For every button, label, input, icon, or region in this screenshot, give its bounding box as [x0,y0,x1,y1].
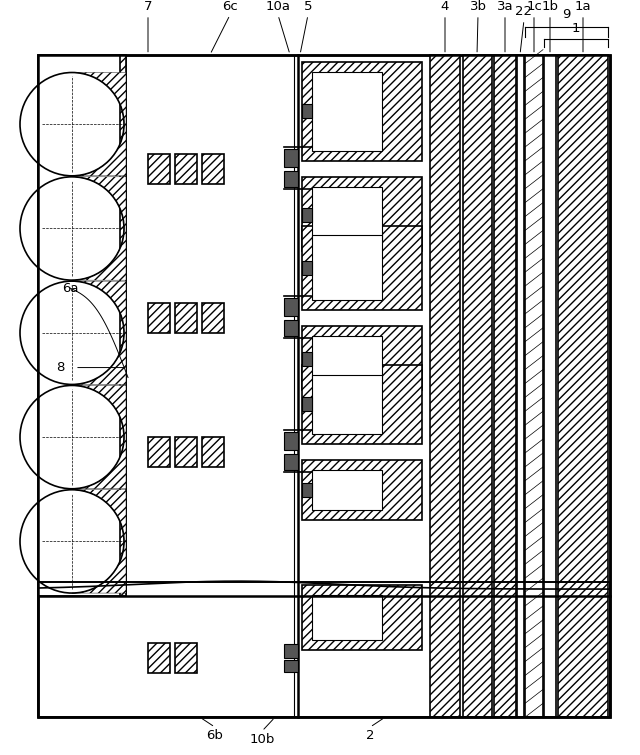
Polygon shape [72,177,126,280]
Bar [312,595,382,639]
Text: 10a: 10a [266,1,291,14]
Bar [302,177,422,251]
Bar [302,482,312,497]
Bar [312,374,382,434]
Bar [148,154,170,183]
Text: 4: 4 [441,1,449,14]
Text: 1: 1 [572,23,580,35]
Bar [175,154,197,183]
Bar [38,54,126,596]
Bar [148,437,170,467]
Bar [284,320,298,336]
Text: 7: 7 [144,1,152,14]
Bar [494,54,516,717]
Polygon shape [72,386,126,488]
Text: 9: 9 [562,8,570,21]
Bar [148,303,170,333]
Bar [202,437,224,467]
Bar [312,236,382,300]
Bar [302,261,312,275]
Bar [284,149,298,167]
Text: 1c: 1c [526,1,542,14]
Bar [430,54,460,717]
Bar [302,585,422,650]
Bar [202,154,224,183]
Text: 6c: 6c [222,1,238,14]
Text: 8: 8 [56,361,64,374]
Bar [175,303,197,333]
Text: 6b: 6b [207,729,223,741]
Bar [302,208,312,221]
Polygon shape [72,281,126,384]
Bar [302,104,312,119]
Bar [302,62,422,161]
Bar [284,432,298,450]
Bar [463,54,492,717]
Text: 10b: 10b [250,732,275,746]
Bar [302,397,312,411]
Bar [312,186,382,242]
Text: 3a: 3a [497,1,513,14]
Bar [312,72,382,151]
Bar [284,660,298,671]
Bar [302,326,422,390]
Bar [312,470,382,510]
Text: 22: 22 [515,5,532,18]
Bar [302,226,422,310]
Bar [38,54,610,717]
Bar [175,643,197,673]
Bar [302,352,312,365]
Bar [38,582,610,717]
Bar [312,336,382,381]
Text: 5: 5 [304,1,312,14]
Bar [544,54,556,717]
Text: 1b: 1b [541,1,559,14]
Text: 2: 2 [365,729,374,741]
Bar [120,54,126,596]
Bar [284,171,298,186]
Bar [284,644,298,658]
Bar [302,365,422,444]
Polygon shape [72,72,126,176]
Text: 6a: 6a [61,282,78,294]
Bar [284,454,298,470]
Bar [525,54,543,717]
Bar [302,460,422,519]
Bar [284,298,298,316]
Bar [558,54,608,717]
Bar [202,303,224,333]
Text: 3b: 3b [470,1,486,14]
Bar [175,437,197,467]
Bar [38,54,610,717]
Bar [517,54,524,717]
Bar [148,643,170,673]
Polygon shape [72,490,126,593]
Text: 1a: 1a [575,1,591,14]
